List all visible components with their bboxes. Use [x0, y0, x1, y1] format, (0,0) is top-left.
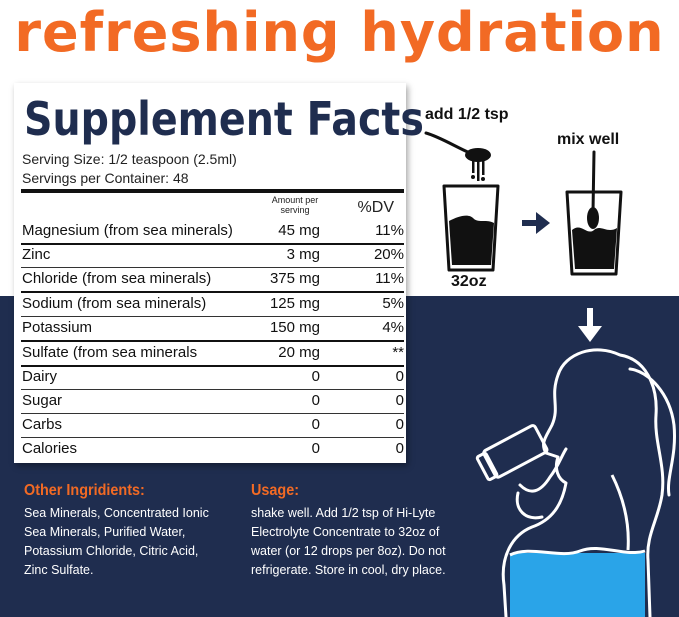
servings-per-container: Servings per Container: 48	[22, 170, 189, 186]
nutrient-name: Dairy	[22, 368, 58, 385]
facts-row: Chloride (from sea minerals) 375 mg 11%	[21, 267, 404, 293]
nutrient-dv: **	[392, 344, 404, 361]
supplement-facts-panel: Supplement Facts Serving Size: 1/2 teasp…	[14, 83, 424, 463]
headline: refreshing hydration	[14, 1, 665, 64]
nutrient-name: Sulfate (from sea minerals	[22, 344, 198, 361]
nutrient-amount: 150 mg	[269, 319, 320, 336]
facts-row: Sulfate (from sea minerals 20 mg **	[21, 341, 404, 367]
nutrient-name: Carbs	[22, 416, 63, 433]
ingredients-title: Other Ingridients:	[24, 482, 145, 499]
usage-title: Usage:	[251, 482, 300, 499]
usage-line: refrigerate. Store in cool, dry place.	[251, 563, 446, 577]
step-mix-label: mix well	[557, 131, 620, 148]
serving-size: Serving Size: 1/2 teaspoon (2.5ml)	[22, 151, 237, 167]
nutrient-dv: 0	[395, 368, 404, 385]
nutrient-dv: 20%	[373, 246, 404, 263]
nutrient-amount: 0	[311, 440, 320, 457]
amount-per-serving-header: Amount per serving	[271, 195, 319, 215]
ingredients-line: Sea Minerals, Purified Water,	[24, 525, 186, 539]
facts-row: Sodium (from sea minerals) 125 mg 5%	[21, 292, 404, 317]
woman-drinking-illustration	[475, 348, 677, 617]
ingredients-text: Sea Minerals, Concentrated Ionic Sea Min…	[24, 504, 244, 580]
facts-row: Potassium 150 mg 4%	[21, 316, 404, 342]
ingredients-line: Zinc Sulfate.	[24, 563, 94, 577]
nutrient-name: Chloride (from sea minerals)	[22, 270, 212, 287]
spoon-icon	[424, 131, 491, 181]
nutrient-amount: 0	[311, 392, 320, 409]
nutrient-dv: 4%	[382, 319, 404, 336]
facts-title: Supplement Facts	[24, 92, 424, 146]
nutrient-dv: 11%	[375, 270, 404, 287]
arrow-down-icon	[578, 308, 602, 342]
nutrient-dv: 11%	[375, 222, 404, 239]
nutrient-amount: 3 mg	[286, 246, 320, 263]
facts-row: Calories 0 0	[21, 437, 404, 461]
glass-icon	[442, 184, 500, 272]
nutrient-dv: 5%	[382, 295, 404, 312]
nutrient-name: Zinc	[22, 246, 51, 263]
nutrient-name: Sugar	[22, 392, 63, 409]
nutrient-name: Sodium (from sea minerals)	[22, 295, 207, 312]
facts-row: Magnesium (from sea minerals) 45 mg 11%	[21, 219, 404, 245]
nutrient-amount: 375 mg	[269, 270, 320, 287]
nutrient-name: Calories	[22, 440, 78, 457]
nutrient-dv: 0	[395, 440, 404, 457]
usage-line: shake well. Add 1/2 tsp of Hi-Lyte	[251, 506, 436, 520]
facts-row: Dairy 0 0	[21, 365, 404, 390]
usage-line: Electrolyte Concentrate to 32oz of	[251, 525, 440, 539]
glass-volume-label: 32oz	[451, 273, 487, 290]
facts-row: Carbs 0 0	[21, 413, 404, 438]
nutrient-name: Potassium	[22, 319, 93, 336]
nutrient-amount: 0	[311, 368, 320, 385]
facts-divider-top	[21, 189, 404, 193]
facts-row: Sugar 0 0	[21, 389, 404, 414]
ingredients-line: Potassium Chloride, Citric Acid,	[24, 544, 199, 558]
step-add-label: add 1/2 tsp	[425, 106, 509, 123]
usage-text: shake well. Add 1/2 tsp of Hi-Lyte Elect…	[251, 504, 481, 580]
arrow-right-icon	[522, 212, 550, 234]
nutrient-amount: 45 mg	[278, 222, 320, 239]
usage-line: water (or 12 drops per 8oz). Do not	[251, 544, 446, 558]
nutrient-amount: 20 mg	[278, 344, 320, 361]
nutrient-dv: 0	[395, 392, 404, 409]
glass-icon	[565, 150, 623, 276]
dv-header: %DV	[357, 199, 394, 216]
facts-row: Zinc 3 mg 20%	[21, 243, 404, 268]
nutrient-amount: 125 mg	[269, 295, 320, 312]
nutrient-dv: 0	[395, 416, 404, 433]
ingredients-line: Sea Minerals, Concentrated Ionic	[24, 506, 209, 520]
nutrient-name: Magnesium (from sea minerals)	[22, 222, 233, 239]
nutrient-amount: 0	[311, 416, 320, 433]
